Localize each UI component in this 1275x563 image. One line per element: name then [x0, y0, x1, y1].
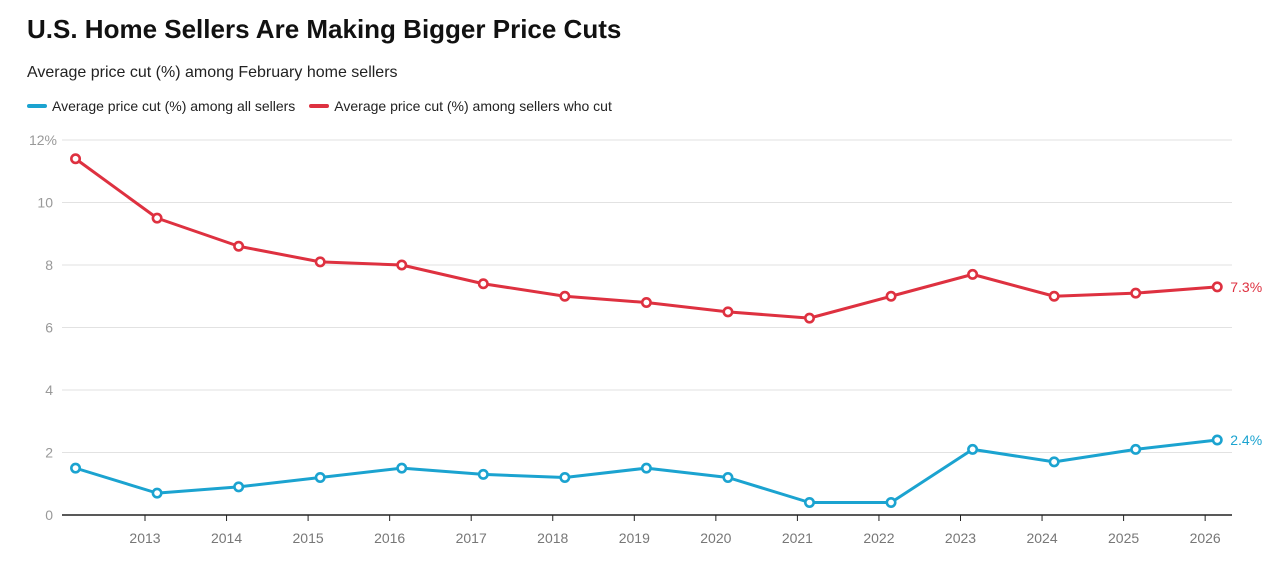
data-point: [70, 462, 82, 474]
data-point: [1211, 281, 1223, 293]
x-tick-label: 2013: [129, 530, 160, 546]
data-point: [396, 259, 408, 271]
data-point: [1048, 456, 1060, 468]
data-point: [559, 471, 571, 483]
legend: Average price cut (%) among all sellers …: [27, 98, 612, 114]
end-label: 2.4%: [1230, 432, 1262, 448]
x-tick-label: 2023: [945, 530, 976, 546]
x-tick-label: 2020: [700, 530, 731, 546]
data-point: [477, 278, 489, 290]
x-tick-label: 2024: [1026, 530, 1057, 546]
x-tick-label: 2021: [782, 530, 813, 546]
data-point: [640, 462, 652, 474]
data-point: [559, 290, 571, 302]
legend-swatch: [309, 104, 330, 108]
data-point: [1130, 443, 1142, 455]
data-point: [151, 487, 163, 499]
data-point: [885, 290, 897, 302]
data-point: [640, 296, 652, 308]
x-tick-label: 2014: [211, 530, 242, 546]
data-point: [1130, 287, 1142, 299]
data-point: [70, 153, 82, 165]
x-tick-label: 2026: [1190, 530, 1221, 546]
data-point: [722, 306, 734, 318]
data-point: [722, 471, 734, 483]
data-point: [151, 212, 163, 224]
y-tick-label: 0: [45, 507, 53, 523]
x-tick-label: 2016: [374, 530, 405, 546]
chart-title: U.S. Home Sellers Are Making Bigger Pric…: [27, 14, 622, 44]
data-point: [967, 443, 979, 455]
y-tick-label: 10: [37, 195, 53, 211]
y-tick-label: 6: [45, 320, 53, 336]
legend-label: Average price cut (%) among all sellers: [52, 98, 296, 114]
y-tick-label: 8: [45, 257, 53, 273]
chart-subtitle: Average price cut (%) among February hom…: [27, 64, 398, 81]
x-tick-label: 2017: [456, 530, 487, 546]
legend-swatch: [27, 104, 47, 108]
data-point: [477, 468, 489, 480]
end-label: 7.3%: [1230, 279, 1262, 295]
x-tick-label: 2019: [619, 530, 650, 546]
data-point: [803, 312, 815, 324]
data-point: [967, 268, 979, 280]
x-tick-label: 2015: [293, 530, 324, 546]
data-point: [396, 462, 408, 474]
data-point: [314, 471, 326, 483]
legend-item-all-sellers: Average price cut (%) among all sellers: [27, 98, 295, 114]
data-point: [314, 256, 326, 268]
data-point: [1211, 434, 1223, 446]
series-line: [74, 157, 1218, 320]
legend-label: Average price cut (%) among sellers who …: [334, 98, 612, 114]
y-tick-label: 2: [45, 445, 53, 461]
x-tick-label: 2018: [537, 530, 568, 546]
data-point: [233, 481, 245, 493]
data-point: [885, 496, 897, 508]
data-point: [233, 240, 245, 252]
x-tick-label: 2022: [863, 530, 894, 546]
legend-item-sellers-who-cut: Average price cut (%) among sellers who …: [309, 98, 612, 114]
data-point: [1048, 290, 1060, 302]
y-tick-label: 12%: [29, 132, 57, 148]
x-tick-label: 2025: [1108, 530, 1139, 546]
y-tick-label: 4: [45, 382, 53, 398]
data-point: [803, 496, 815, 508]
